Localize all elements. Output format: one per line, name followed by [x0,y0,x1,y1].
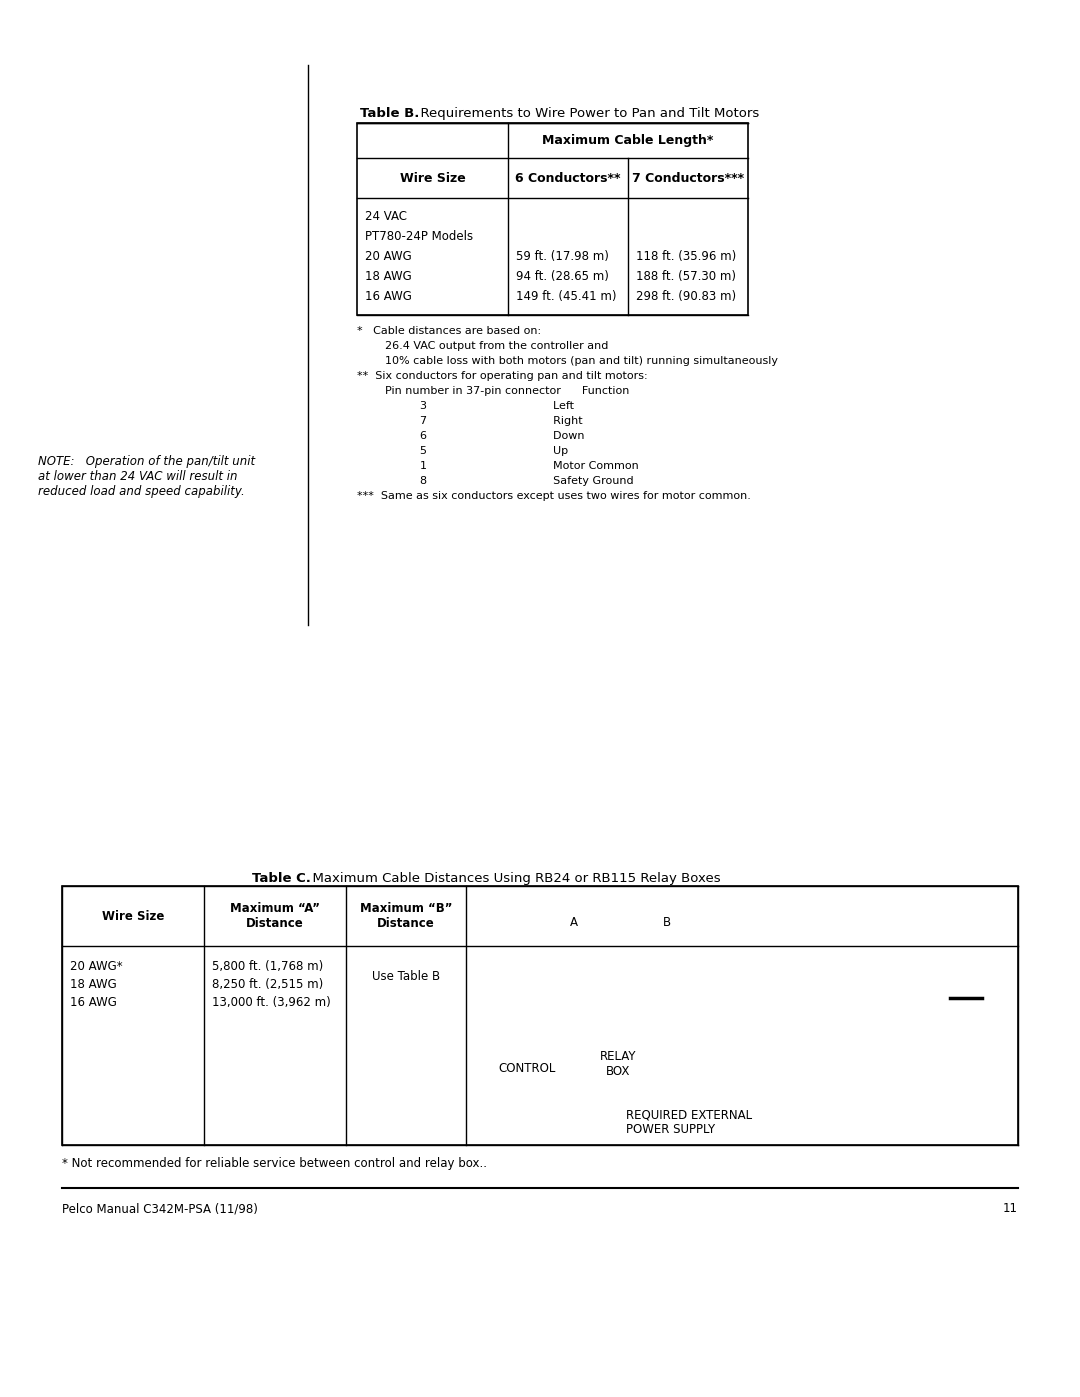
Text: CONTROL: CONTROL [498,1062,555,1076]
Text: NOTE:   Operation of the pan/tilt unit
at lower than 24 VAC will result in
reduc: NOTE: Operation of the pan/tilt unit at … [38,455,255,497]
Bar [62,886,1018,1146]
Text: 13,000 ft. (3,962 m): 13,000 ft. (3,962 m) [212,996,330,1009]
Text: 94 ft. (28.65 m): 94 ft. (28.65 m) [516,270,609,284]
Text: 118 ft. (35.96 m): 118 ft. (35.96 m) [636,250,737,263]
Text: 8                                    Safety Ground: 8 Safety Ground [357,476,634,486]
Text: ***  Same as six conductors except uses two wires for motor common.: *** Same as six conductors except uses t… [357,490,751,502]
Text: 298 ft. (90.83 m): 298 ft. (90.83 m) [636,291,737,303]
Text: 8,250 ft. (2,515 m): 8,250 ft. (2,515 m) [212,978,323,990]
Text: 18 AWG: 18 AWG [365,270,411,284]
Text: 5                                    Up: 5 Up [357,446,568,455]
Text: 16 AWG: 16 AWG [365,291,411,303]
Text: **  Six conductors for operating pan and tilt motors:: ** Six conductors for operating pan and … [357,372,648,381]
Text: 149 ft. (45.41 m): 149 ft. (45.41 m) [516,291,617,303]
Text: 7 Conductors***: 7 Conductors*** [632,172,744,184]
Text: A: A [570,916,578,929]
Text: 1                                    Motor Common: 1 Motor Common [357,461,638,471]
Text: 59 ft. (17.98 m): 59 ft. (17.98 m) [516,250,609,263]
Text: Maximum Cable Length*: Maximum Cable Length* [542,134,714,147]
Text: 18 AWG: 18 AWG [70,978,117,990]
Text: B: B [663,916,671,929]
Text: 3                                    Left: 3 Left [357,401,573,411]
Text: RELAY
BOX: RELAY BOX [600,1051,636,1078]
Text: 16 AWG: 16 AWG [70,996,117,1009]
Text: *   Cable distances are based on:: * Cable distances are based on: [357,326,541,337]
Text: 6 Conductors**: 6 Conductors** [515,172,621,184]
Text: 20 AWG*: 20 AWG* [70,960,123,972]
Text: Wire Size: Wire Size [102,909,164,922]
Text: Wire Size: Wire Size [400,172,465,184]
Text: 5,800 ft. (1,768 m): 5,800 ft. (1,768 m) [212,960,323,972]
Text: Maximum “B”
Distance: Maximum “B” Distance [360,902,453,930]
Text: Pelco Manual C342M-PSA (11/98): Pelco Manual C342M-PSA (11/98) [62,1201,258,1215]
Text: REQUIRED EXTERNAL
POWER SUPPLY: REQUIRED EXTERNAL POWER SUPPLY [626,1108,752,1136]
Text: Use Table B: Use Table B [372,970,440,983]
Text: 26.4 VAC output from the controller and: 26.4 VAC output from the controller and [357,341,608,351]
Text: PT780-24P Models: PT780-24P Models [365,231,473,243]
Text: Table C.: Table C. [252,872,311,886]
Text: Maximum “A”
Distance: Maximum “A” Distance [230,902,320,930]
Text: 11: 11 [1003,1201,1018,1215]
Text: 24 VAC: 24 VAC [365,210,407,224]
Text: 7                                    Right: 7 Right [357,416,582,426]
Text: Pin number in 37-pin connector      Function: Pin number in 37-pin connector Function [357,386,630,395]
Text: 188 ft. (57.30 m): 188 ft. (57.30 m) [636,270,735,284]
Text: Maximum Cable Distances Using RB24 or RB115 Relay Boxes: Maximum Cable Distances Using RB24 or RB… [303,872,720,886]
Bar [357,123,748,314]
Text: * Not recommended for reliable service between control and relay box..: * Not recommended for reliable service b… [62,1157,487,1171]
Text: 10% cable loss with both motors (pan and tilt) running simultaneously: 10% cable loss with both motors (pan and… [357,356,778,366]
Text: 20 AWG: 20 AWG [365,250,411,263]
Text: Requirements to Wire Power to Pan and Tilt Motors: Requirements to Wire Power to Pan and Ti… [411,108,759,120]
Text: 6                                    Down: 6 Down [357,432,584,441]
Text: Table B.: Table B. [360,108,419,120]
